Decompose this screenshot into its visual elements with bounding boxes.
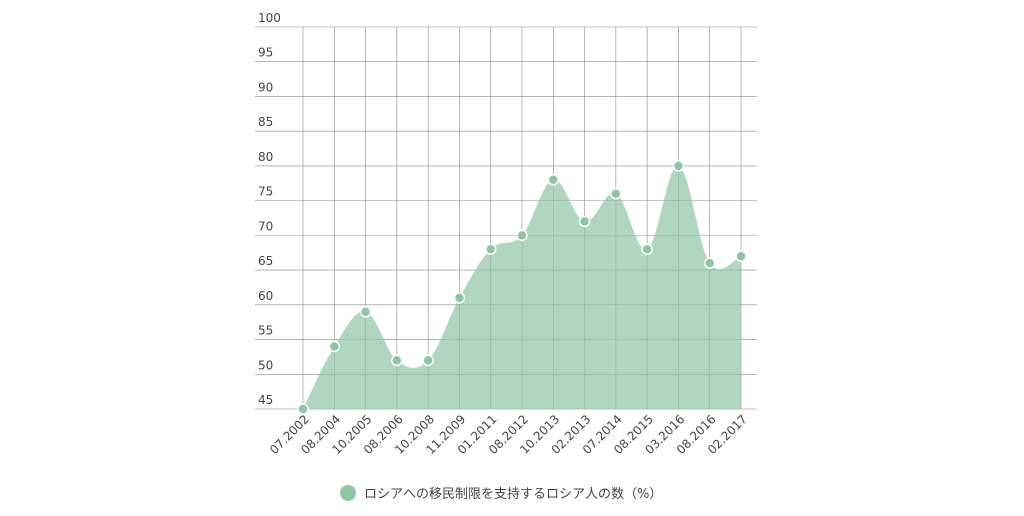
- point: [359, 306, 372, 318]
- y-tick-label: 70: [258, 219, 273, 233]
- point: [641, 243, 653, 256]
- point: [328, 340, 341, 353]
- y-tick-label: 55: [258, 324, 273, 338]
- point: [484, 243, 497, 256]
- point: [610, 187, 622, 200]
- y-tick-label: 100: [258, 11, 281, 25]
- point: [672, 160, 685, 172]
- point: [547, 174, 560, 186]
- y-tick-label: 80: [258, 150, 273, 164]
- y-tick-label: 85: [258, 115, 273, 129]
- area: [303, 165, 741, 409]
- y-tick-label: 65: [258, 254, 273, 268]
- y-tick-label: 45: [258, 393, 273, 407]
- point: [703, 257, 716, 269]
- legend-swatch: [340, 485, 356, 501]
- point: [516, 229, 528, 242]
- point: [578, 215, 591, 228]
- point: [422, 354, 434, 367]
- y-tick-label: 90: [258, 80, 273, 94]
- y-tick-label: 95: [258, 46, 273, 60]
- y-tick-label: 60: [258, 289, 273, 303]
- y-tick-label: 50: [258, 358, 273, 372]
- point: [391, 354, 403, 367]
- y-tick-label: 75: [258, 185, 273, 199]
- point: [453, 292, 466, 304]
- point: [297, 403, 309, 415]
- legend-label: ロシアへの移民制限を支持するロシア人の数（%）: [364, 487, 662, 502]
- point: [735, 250, 747, 262]
